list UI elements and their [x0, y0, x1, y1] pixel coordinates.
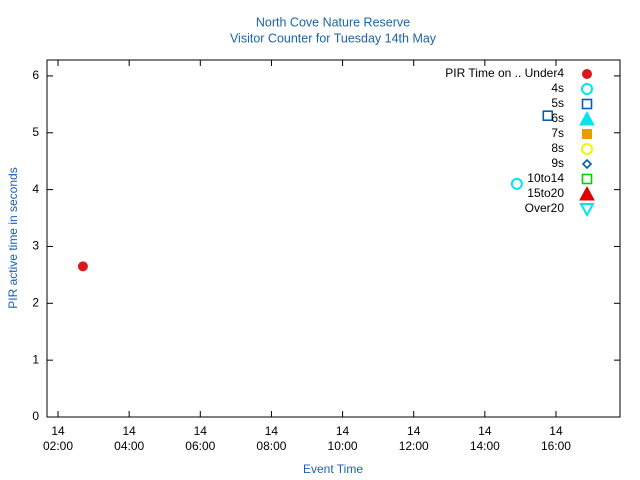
chart-title: North Cove Nature Reserve — [256, 15, 410, 29]
legend-marker — [581, 98, 593, 110]
plot-frame — [46, 59, 621, 418]
y-tick-label: 3 — [32, 239, 39, 253]
legend-label: 10to14 — [527, 171, 564, 185]
legend-label: 15to20 — [527, 186, 564, 200]
legend-marker — [581, 173, 593, 185]
legend-marker — [579, 110, 595, 126]
x-tick-label: 14 04:00 — [114, 424, 144, 453]
legend-label: PIR Time on .. Under4 — [445, 66, 564, 80]
x-tick-label: 14 12:00 — [399, 424, 429, 453]
x-tick-label: 14 16:00 — [541, 424, 571, 453]
legend-label: 4s — [551, 81, 564, 95]
legend-label: 7s — [551, 126, 564, 140]
legend-label: 6s — [551, 111, 564, 125]
legend-marker — [581, 143, 593, 155]
point — [77, 261, 88, 272]
point — [542, 110, 554, 122]
x-tick-label: 14 06:00 — [185, 424, 215, 453]
legend-label: 9s — [551, 156, 564, 170]
legend-marker — [581, 83, 593, 95]
y-tick-label: 0 — [32, 409, 39, 423]
y-tick-label: 1 — [32, 352, 39, 366]
y-tick-label: 6 — [32, 68, 39, 82]
y-tick-label: 4 — [32, 182, 39, 196]
legend-marker — [582, 69, 592, 79]
point — [510, 177, 523, 190]
legend-label: 5s — [551, 96, 564, 110]
legend-marker — [581, 158, 593, 170]
x-tick-label: 14 02:00 — [43, 424, 73, 453]
y-tick-label: 2 — [32, 295, 39, 309]
legend-marker — [579, 185, 595, 201]
legend-label: 8s — [551, 141, 564, 155]
y-axis-label: PIR active time in seconds — [6, 167, 20, 308]
x-axis-label: Event Time — [303, 462, 363, 476]
legend-marker — [582, 129, 592, 139]
legend-label: Over20 — [525, 201, 565, 215]
chart-subtitle: Visitor Counter for Tuesday 14th May — [230, 31, 437, 45]
y-tick-label: 5 — [32, 125, 39, 139]
x-tick-label: 14 10:00 — [328, 424, 358, 453]
x-tick-label: 14 08:00 — [256, 424, 286, 453]
legend-marker — [579, 203, 595, 218]
x-tick-label: 14 14:00 — [470, 424, 500, 453]
